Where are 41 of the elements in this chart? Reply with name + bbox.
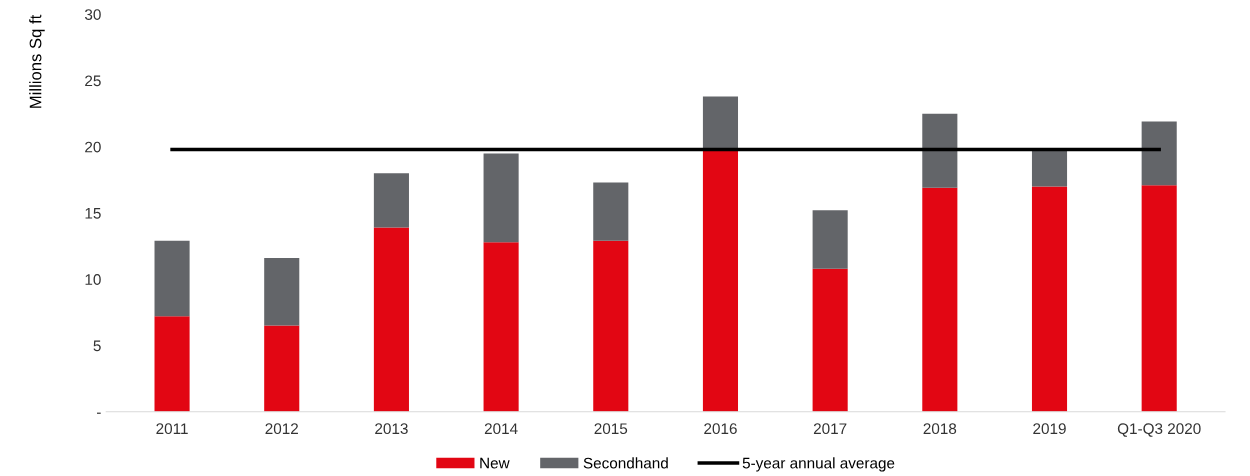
bar	[593, 240, 629, 412]
y-tick-label: 30	[84, 9, 101, 20]
x-tick-label: 2013	[375, 423, 408, 435]
bar	[154, 240, 190, 317]
bar	[154, 316, 190, 412]
bar	[702, 150, 739, 412]
y-tick-label: 15	[85, 208, 101, 219]
y-tick-label: 10	[85, 274, 101, 285]
x-tick-label: 2017	[813, 423, 847, 435]
x-tick-label: 2016	[704, 423, 737, 435]
bar	[812, 268, 848, 412]
bar	[812, 210, 848, 269]
y-tick-label: 5	[93, 340, 101, 352]
bar	[1031, 186, 1068, 412]
bar	[483, 242, 519, 412]
bar	[1141, 121, 1177, 186]
legend-label: 5-year annual average	[742, 457, 895, 472]
bar	[373, 173, 409, 228]
bar	[264, 325, 300, 412]
x-tick-label: 2015	[594, 423, 628, 435]
legend-label: New	[480, 457, 510, 469]
y-axis-title: Millions Sq ft	[29, 14, 45, 108]
bar	[373, 227, 409, 412]
bar	[483, 153, 519, 243]
bar	[922, 187, 958, 412]
bar	[593, 182, 629, 241]
bar	[702, 96, 739, 151]
x-tick-label: Q1-Q3 2020	[1117, 423, 1201, 437]
x-tick-label: 2012	[265, 423, 298, 435]
x-tick-label: 2018	[923, 423, 957, 435]
y-tick-label: 20	[85, 141, 101, 153]
x-tick-label: 2011	[156, 423, 188, 435]
y-tick-label: 25	[85, 75, 101, 87]
bar	[922, 113, 958, 188]
y-tick-label: -	[96, 412, 101, 414]
legend-label: Secondhand	[583, 457, 668, 469]
bar	[1141, 185, 1177, 412]
bar	[264, 258, 300, 326]
bar	[1031, 150, 1068, 187]
x-tick-label: 2019	[1033, 423, 1066, 435]
x-tick-label: 2014	[484, 423, 518, 435]
